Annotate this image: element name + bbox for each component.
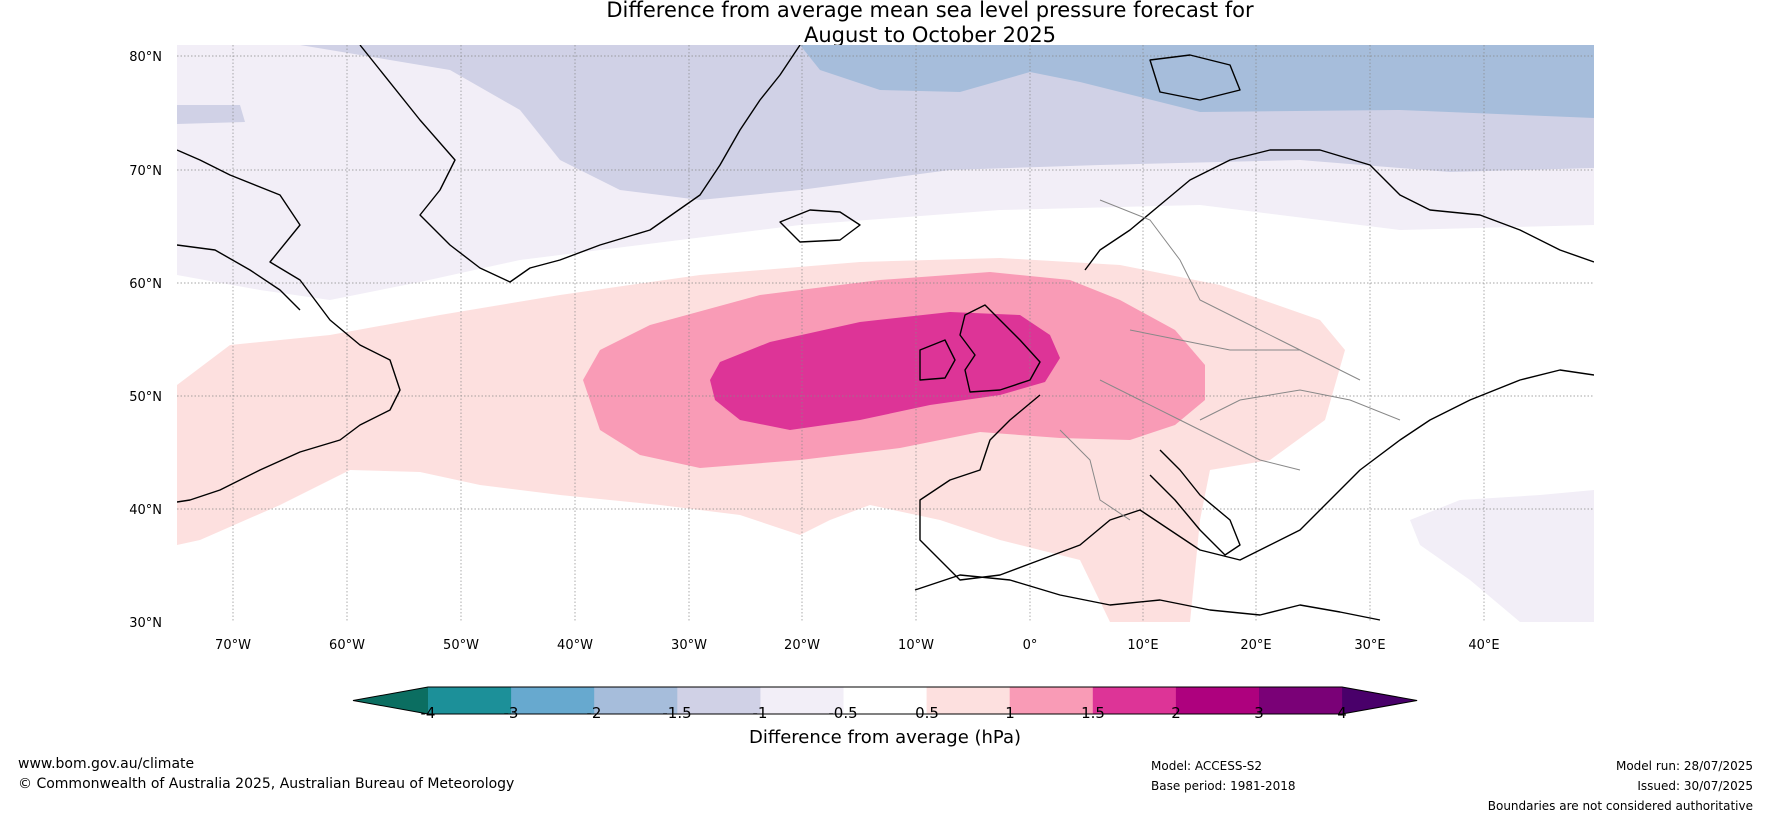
colorbar-extend-low bbox=[353, 687, 428, 714]
lon-label: 40°E bbox=[1468, 638, 1499, 653]
lon-label: 50°W bbox=[443, 638, 479, 653]
title-line-2: August to October 2025 bbox=[803, 23, 1057, 47]
svalbard-coast bbox=[1149, 54, 1241, 101]
europe-coast bbox=[919, 369, 1594, 581]
colorbar-segment bbox=[1175, 687, 1260, 714]
lon-label: 20°E bbox=[1240, 638, 1271, 653]
title-line-1: Difference from average mean sea level p… bbox=[606, 0, 1254, 22]
labrador-coast bbox=[177, 244, 301, 311]
colorbar-extend-high bbox=[1342, 687, 1418, 714]
colorbar-tick: 3 bbox=[1254, 704, 1264, 722]
colorbar-tick: 4 bbox=[1337, 704, 1347, 722]
colorbar-label: Difference from average (hPa) bbox=[748, 727, 1022, 748]
lon-label: 30°W bbox=[671, 638, 707, 653]
italy-coast bbox=[1149, 449, 1241, 556]
iceland-coast bbox=[779, 209, 861, 243]
colorbar-tick: 2 bbox=[1171, 704, 1181, 722]
colorbar-tick: -0.5 bbox=[828, 704, 857, 722]
ireland-coast bbox=[919, 339, 956, 381]
lat-label: 50°N bbox=[129, 390, 162, 405]
colorbar-tick: -1 bbox=[753, 704, 768, 722]
north-africa-coast bbox=[914, 574, 1381, 621]
colorbar-segment bbox=[428, 687, 512, 714]
footer-right: Model run: 28/07/2025 Issued: 30/07/2025… bbox=[1488, 756, 1753, 816]
lon-label: 60°W bbox=[329, 638, 365, 653]
lat-label: 60°N bbox=[129, 277, 162, 292]
colorbar-tick: -3 bbox=[504, 704, 519, 722]
coastlines bbox=[177, 45, 1594, 621]
map-panel bbox=[177, 45, 1594, 622]
longitude-labels: 70°W 60°W 50°W 40°W 30°W 20°W 10°W 0° 10… bbox=[215, 638, 1500, 653]
lon-label: 70°W bbox=[215, 638, 251, 653]
colorbar-segment bbox=[760, 687, 844, 714]
colorbar-tick: 1 bbox=[1005, 704, 1015, 722]
colorbar-segment bbox=[511, 687, 595, 714]
lat-label: 80°N bbox=[129, 50, 162, 65]
colorbar-tick: 0.5 bbox=[915, 704, 939, 722]
copyright-text: © Commonwealth of Australia 2025, Austra… bbox=[18, 776, 515, 792]
band-minus-1.5 bbox=[800, 45, 1594, 118]
lon-label: 20°W bbox=[784, 638, 820, 653]
colorbar-segment bbox=[926, 687, 1011, 714]
disclaimer-text: Boundaries are not considered authoritat… bbox=[1487, 799, 1753, 813]
colorbar-segment bbox=[843, 687, 928, 714]
lat-label: 40°N bbox=[129, 503, 162, 518]
country-borders bbox=[1059, 199, 1401, 521]
colorbar-segment bbox=[1009, 687, 1094, 714]
colorbar-tick: -4 bbox=[421, 704, 436, 722]
footer-left: www.bom.gov.au/climate © Commonwealth of… bbox=[18, 754, 514, 794]
lon-label: 30°E bbox=[1354, 638, 1385, 653]
footer-middle: Model: ACCESS-S2 Base period: 1981-2018 bbox=[1151, 756, 1296, 796]
north-america-coast bbox=[177, 149, 401, 503]
band-minus-1-west-patch bbox=[177, 105, 245, 124]
lon-label: 10°E bbox=[1127, 638, 1158, 653]
website-link[interactable]: www.bom.gov.au/climate bbox=[18, 756, 195, 772]
colorbar bbox=[352, 686, 1418, 715]
map-title: Difference from average mean sea level p… bbox=[460, 0, 1400, 48]
colorbar-tick: 1.5 bbox=[1081, 704, 1105, 722]
greenland-coast bbox=[359, 45, 801, 283]
band-plus-1.5 bbox=[710, 312, 1060, 430]
lat-label: 70°N bbox=[129, 164, 162, 179]
colorbar-segment bbox=[677, 687, 761, 714]
model-text: Model: ACCESS-S2 bbox=[1151, 759, 1263, 773]
uk-coast bbox=[959, 304, 1041, 393]
colorbar-ticks: -4 -3 -2 -1.5 -1 -0.5 0.5 1 1.5 2 3 4 bbox=[421, 704, 1347, 722]
model-run-text: Model run: 28/07/2025 bbox=[1615, 759, 1753, 773]
latitude-labels: 80°N 70°N 60°N 50°N 40°N 30°N bbox=[129, 50, 162, 631]
colorbar-segment bbox=[1092, 687, 1177, 714]
base-period-text: Base period: 1981-2018 bbox=[1151, 779, 1296, 793]
lon-label: 40°W bbox=[557, 638, 593, 653]
lat-label: 30°N bbox=[129, 616, 162, 631]
colorbar-tick: -1.5 bbox=[662, 704, 691, 722]
colorbar-outline bbox=[352, 686, 1418, 715]
lon-label: 10°W bbox=[898, 638, 934, 653]
colorbar-tick: -2 bbox=[587, 704, 602, 722]
colorbar-segment bbox=[594, 687, 678, 714]
colorbar-segment bbox=[1259, 687, 1343, 714]
lon-label: 0° bbox=[1023, 638, 1038, 653]
scandinavia-coast bbox=[1084, 149, 1594, 271]
issued-text: Issued: 30/07/2025 bbox=[1637, 779, 1753, 793]
band-minus-0.5-southeast bbox=[1410, 490, 1594, 622]
